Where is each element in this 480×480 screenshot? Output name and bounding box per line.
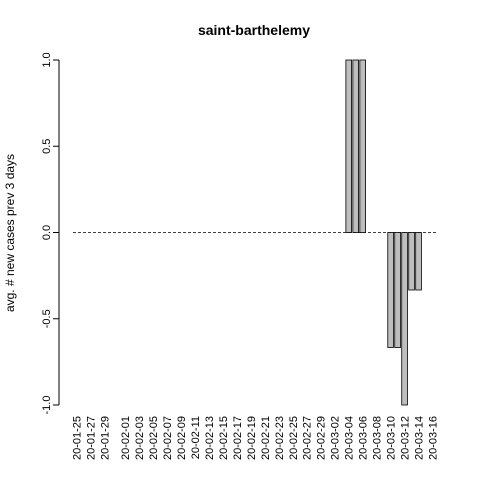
bar-20-03-10 [387, 232, 394, 348]
x-tick-label: 20-03-06 [358, 416, 370, 460]
x-tick-label: 20-03-08 [372, 416, 384, 460]
x-tick-label: 20-02-09 [176, 416, 188, 460]
x-tick-label: 20-03-10 [385, 416, 397, 460]
x-tick-label: 20-03-04 [344, 416, 356, 460]
y-tick-label: 0.0 [41, 225, 53, 240]
chart-title: saint-barthelemy [198, 22, 310, 38]
y-tick-label: 1.0 [41, 52, 53, 67]
x-tick-label: 20-02-07 [162, 416, 174, 460]
bar-20-03-13 [408, 232, 415, 291]
x-tick-label: 20-01-25 [71, 416, 83, 460]
x-tick-label: 20-03-16 [427, 416, 439, 460]
x-tick-label: 20-02-17 [232, 416, 244, 460]
bar-20-03-14 [415, 232, 422, 291]
x-tick-label: 20-02-25 [288, 416, 300, 460]
x-tick-label: 20-02-11 [190, 416, 202, 459]
x-tick-label: 20-03-12 [399, 416, 411, 460]
x-tick-label: 20-02-19 [246, 416, 258, 460]
x-tick-label: 20-03-14 [413, 416, 425, 460]
y-tick-label: -0.5 [41, 309, 53, 328]
bar-20-03-05 [352, 59, 359, 233]
x-tick-label: 20-02-03 [134, 416, 146, 460]
bar-20-03-12 [401, 232, 408, 406]
x-tick-label: 20-02-15 [218, 416, 230, 460]
y-axis-title: avg. # new cases prev 3 days [3, 154, 17, 312]
bar-20-03-11 [394, 232, 401, 348]
y-axis: -1.0 -0.5 0.0 0.5 1.0 [41, 52, 60, 415]
x-tick-label: 20-02-23 [274, 416, 286, 460]
bar-20-03-04 [345, 59, 353, 233]
y-tick-label: -1.0 [41, 396, 53, 415]
x-tick-label: 20-02-21 [260, 416, 272, 460]
x-tick-label: 20-02-27 [302, 416, 314, 460]
x-tick-label: 20-01-27 [85, 416, 97, 460]
x-tick-label: 20-02-05 [148, 416, 160, 460]
y-tick-label: 0.5 [41, 139, 53, 154]
x-tick-label: 20-01-29 [99, 416, 111, 460]
bars-group [345, 59, 422, 406]
x-tick-labels: 20-01-25 20-01-27 20-01-29 20-02-01 20-02-03… [71, 416, 439, 460]
bar-20-03-06 [359, 59, 366, 233]
x-tick-label: 20-02-13 [204, 416, 216, 460]
x-tick-label: 20-03-02 [330, 416, 342, 460]
x-tick-label: 20-02-29 [316, 416, 328, 460]
x-tick-label: 20-02-01 [120, 416, 132, 460]
